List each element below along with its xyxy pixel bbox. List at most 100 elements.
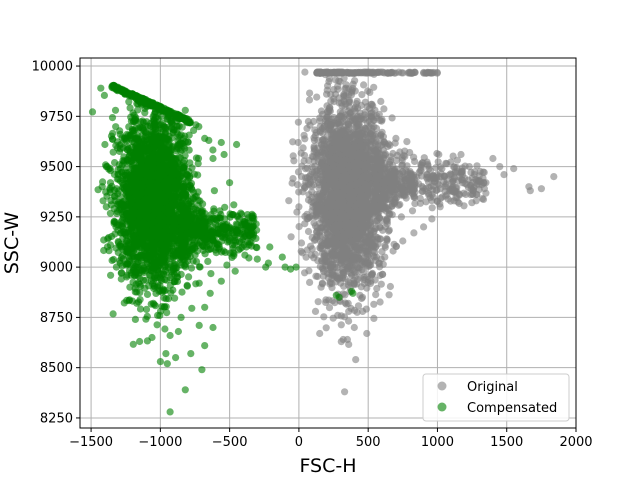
original-point [378, 117, 386, 125]
original-point [341, 177, 349, 185]
original-point [358, 230, 366, 238]
original-point [335, 135, 343, 143]
original-point [417, 172, 426, 180]
original-point [302, 165, 310, 173]
original-point [353, 234, 361, 242]
original-point [338, 189, 346, 197]
original-point [330, 169, 338, 177]
original-point [358, 142, 366, 150]
original-point [316, 127, 324, 135]
original-point [318, 256, 326, 265]
original-point [310, 236, 319, 244]
original-point [422, 198, 430, 206]
original-point [357, 198, 365, 206]
original-point [320, 187, 328, 195]
original-point [417, 161, 425, 169]
original-point [450, 197, 458, 205]
original-point [322, 324, 330, 332]
original-point [362, 254, 370, 262]
original-point [326, 252, 334, 261]
original-point [354, 302, 363, 310]
original-point [294, 118, 302, 126]
original-point [300, 131, 308, 139]
original-point [378, 217, 386, 225]
original-point [526, 187, 534, 195]
original-point [408, 207, 417, 215]
compensated-point [105, 247, 113, 255]
original-point [322, 296, 330, 304]
original-point [321, 214, 329, 222]
original-point [354, 114, 362, 122]
original-point [345, 107, 353, 115]
original-point [360, 248, 368, 256]
original-point [366, 88, 374, 96]
original-point [318, 241, 326, 250]
original-point [383, 217, 391, 225]
original-point [380, 105, 388, 113]
original-point [351, 261, 360, 269]
original-point [376, 132, 385, 140]
original-point [367, 142, 375, 151]
original-point [375, 259, 383, 267]
original-point [325, 304, 334, 312]
original-point [381, 253, 389, 261]
original-point [339, 251, 347, 259]
original-point [329, 130, 338, 138]
original-point [470, 171, 478, 179]
original-point [325, 108, 333, 116]
original-point [479, 195, 488, 203]
original-point [361, 151, 369, 160]
original-point [392, 169, 400, 177]
original-point [472, 197, 480, 205]
original-point [290, 157, 298, 165]
original-point [313, 174, 321, 182]
original-point [318, 110, 327, 118]
original-point [389, 247, 397, 255]
original-point [310, 136, 318, 144]
original-point [331, 238, 339, 246]
original-point [360, 81, 368, 89]
original-point [376, 298, 384, 306]
original-point [295, 203, 303, 211]
original-point [348, 88, 356, 96]
original-point [386, 282, 394, 291]
original-point [399, 237, 407, 245]
original-point [332, 226, 340, 234]
original-point [320, 142, 328, 150]
data-points [88, 68, 558, 416]
original-point [303, 124, 311, 132]
original-point [333, 250, 341, 258]
original-point [397, 213, 405, 221]
original-point [301, 68, 309, 76]
original-point [372, 224, 380, 232]
compensated-point [141, 109, 149, 117]
original-point [349, 250, 357, 258]
original-point [410, 193, 418, 201]
original-point [405, 68, 413, 76]
original-point [336, 209, 344, 217]
original-point [500, 171, 508, 179]
original-point [308, 245, 316, 253]
original-point [295, 223, 303, 231]
original-point [431, 178, 439, 186]
original-point [300, 151, 309, 159]
original-point [373, 149, 381, 157]
original-point [320, 313, 328, 321]
compensated-point [111, 106, 120, 114]
original-point [374, 68, 382, 76]
original-point [448, 178, 456, 186]
original-point [318, 148, 326, 156]
original-point [382, 186, 390, 194]
original-point [371, 195, 380, 204]
original-point [365, 104, 374, 112]
original-point [300, 182, 308, 190]
original-point [458, 167, 466, 175]
original-point [322, 69, 330, 77]
original-point [331, 90, 340, 98]
compensated-point [175, 154, 183, 162]
compensated-point [109, 148, 117, 156]
original-point [372, 124, 381, 132]
original-point [416, 194, 424, 203]
compensated-point [194, 159, 202, 168]
compensated-point [125, 98, 133, 106]
